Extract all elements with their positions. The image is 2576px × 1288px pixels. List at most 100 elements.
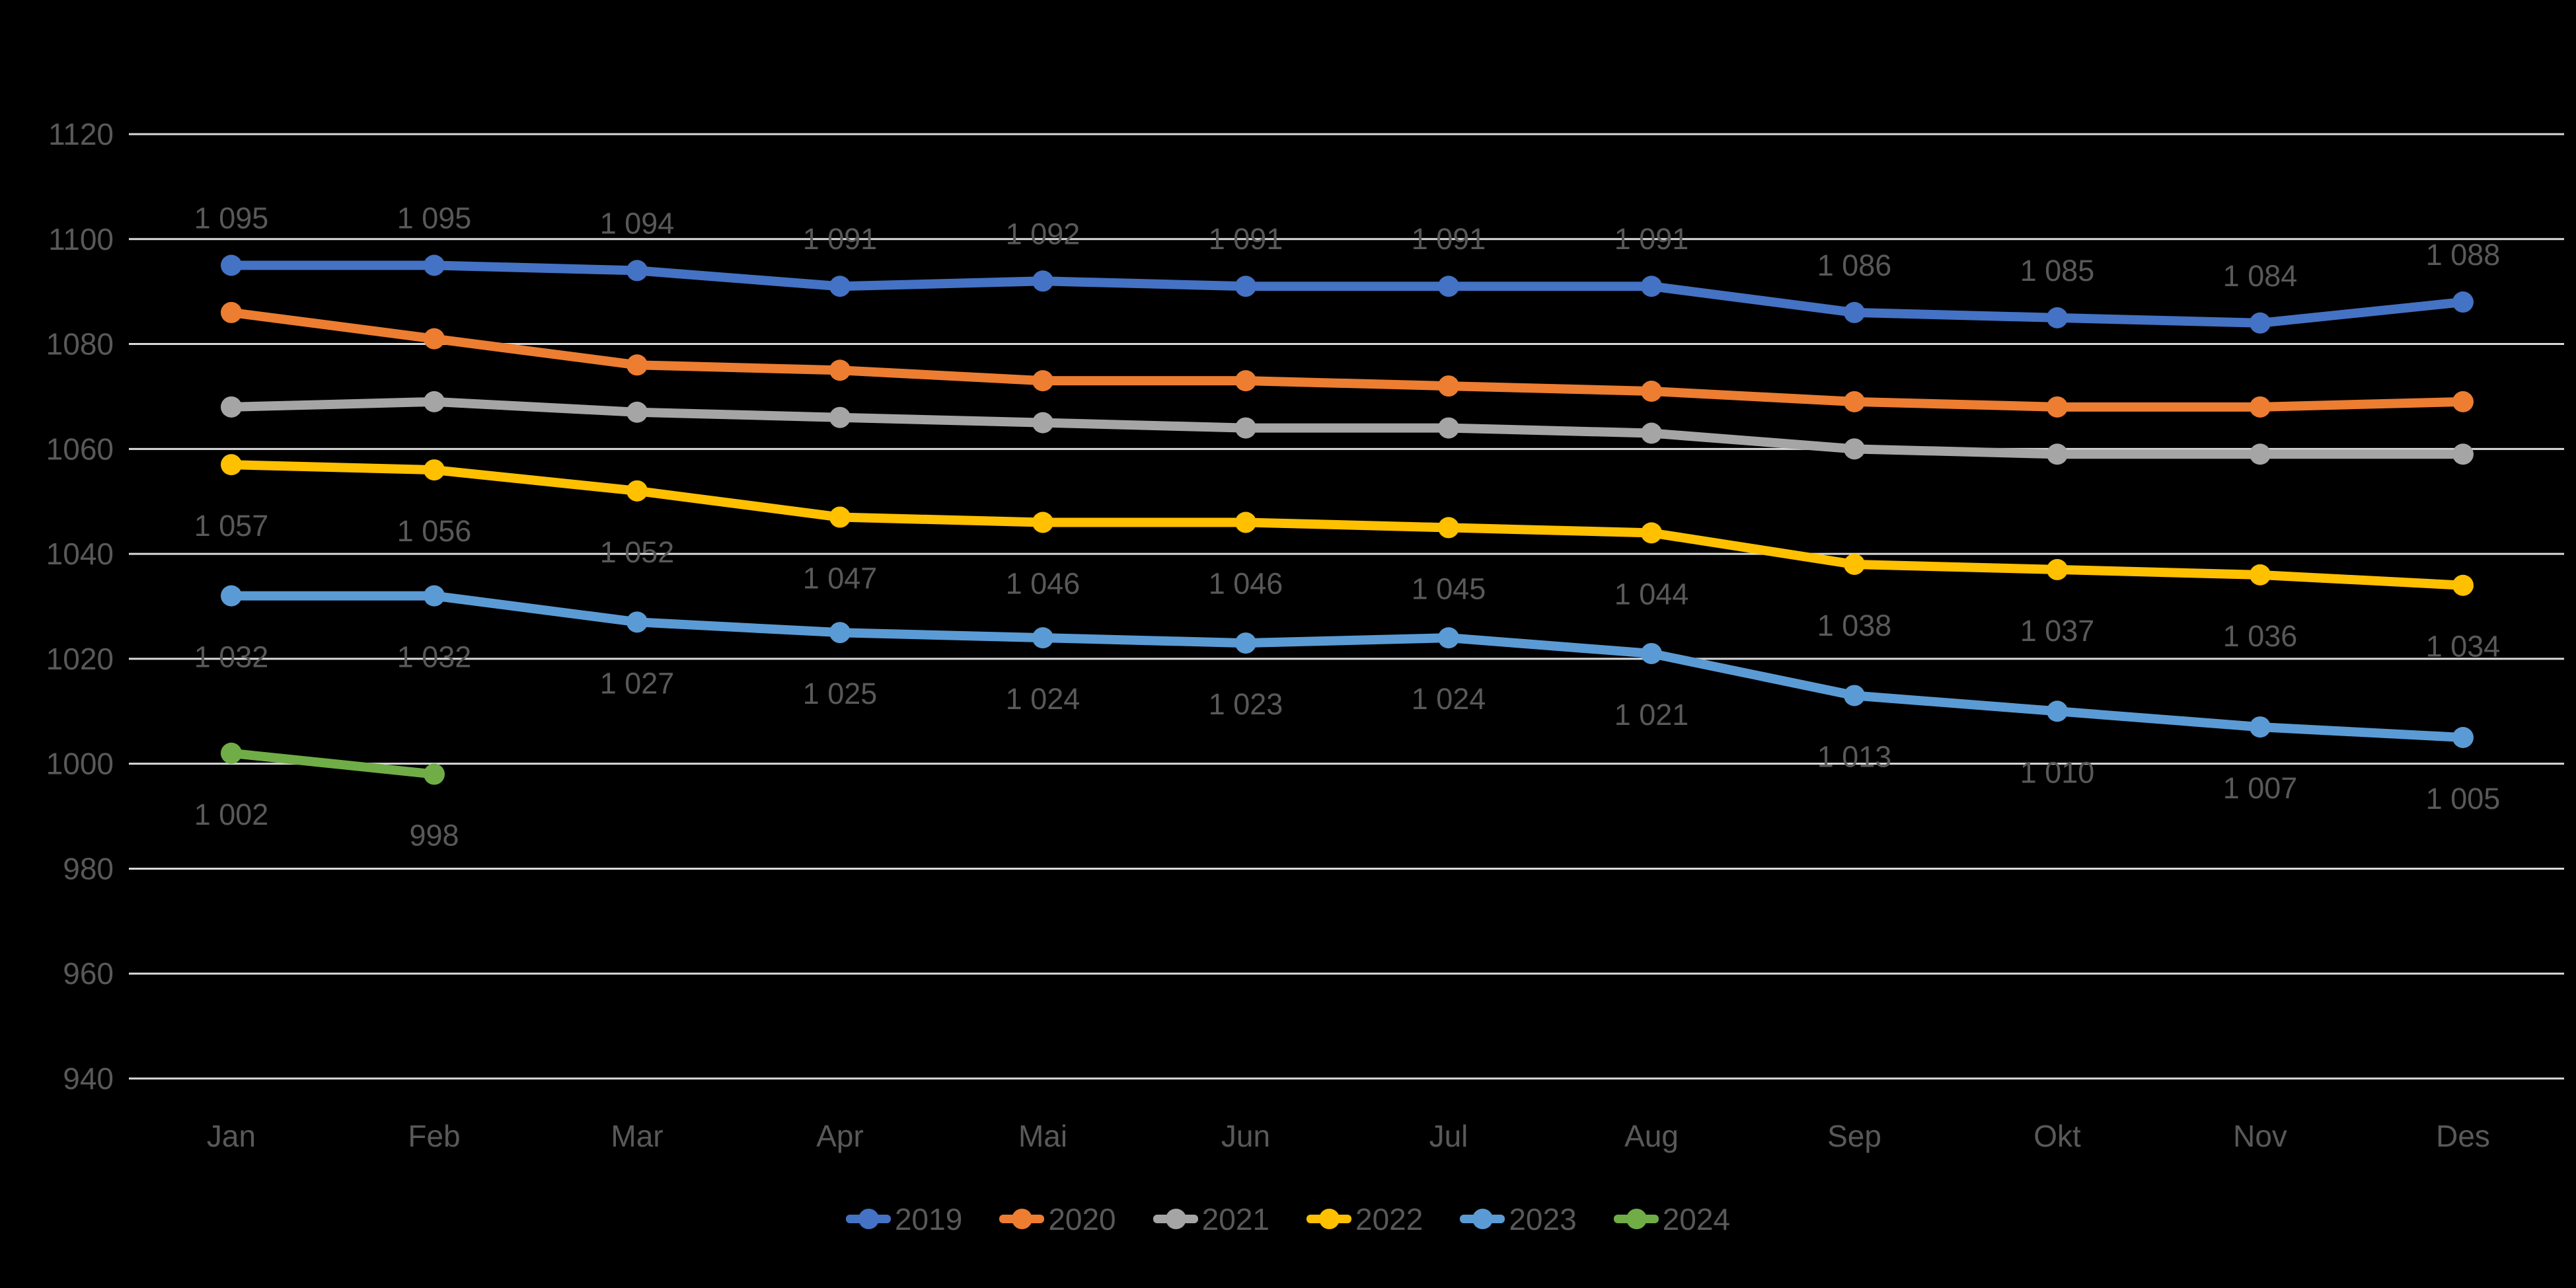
y-tick-label: 1000 — [46, 747, 114, 781]
legend-item-2021: 2021 — [1153, 1204, 1269, 1234]
legend-marker-icon — [1307, 1208, 1351, 1231]
data-point-2022 — [1235, 511, 1256, 533]
data-point-2019 — [626, 260, 648, 282]
legend-marker-icon — [1613, 1208, 1659, 1231]
legend-dot — [1319, 1209, 1340, 1229]
legend-label: 2020 — [1048, 1202, 1116, 1236]
data-label-2024: 1 002 — [194, 798, 269, 831]
series-line-2021 — [227, 397, 2468, 459]
data-point-2022 — [1438, 517, 1459, 539]
data-point-2020 — [1032, 370, 1053, 392]
data-label-2022: 1 037 — [2020, 614, 2095, 648]
data-label-2019: 1 091 — [1412, 222, 1486, 256]
data-point-2020 — [626, 354, 648, 376]
legend-label: 2022 — [1355, 1202, 1423, 1236]
y-tick-label: 940 — [63, 1061, 114, 1096]
data-point-2019 — [1032, 270, 1053, 292]
data-label-2019: 1 092 — [1006, 217, 1080, 250]
data-label-2019: 1 084 — [2223, 259, 2298, 293]
data-point-2022 — [2047, 558, 2068, 580]
series-line-2020 — [227, 307, 2468, 412]
data-label-2019: 1 095 — [397, 201, 472, 235]
legend-item-2024: 2024 — [1613, 1202, 1731, 1236]
y-tick-label: 1120 — [48, 117, 114, 151]
x-axis-label: Apr — [816, 1119, 864, 1153]
data-label-2019: 1 091 — [1209, 222, 1283, 256]
x-axis-label: Mar — [611, 1119, 663, 1153]
data-label-2019: 1 095 — [194, 201, 269, 235]
x-axis-label: Feb — [408, 1119, 460, 1153]
y-tick-label: 1100 — [48, 222, 114, 256]
legend-dot — [1472, 1209, 1494, 1229]
x-axis-label: Okt — [2033, 1119, 2081, 1153]
data-label-2019: 1 091 — [803, 222, 878, 256]
legend-label: 2021 — [1201, 1202, 1269, 1236]
data-point-2023 — [1032, 627, 1053, 649]
legend-item-2020: 2020 — [999, 1204, 1116, 1234]
data-point-2022 — [1032, 511, 1053, 533]
data-label-2022: 1 057 — [194, 509, 269, 543]
data-point-2019 — [424, 254, 445, 276]
data-point-2019 — [2452, 291, 2474, 313]
data-label-2022: 1 036 — [2223, 619, 2298, 653]
legend-item-2022: 2022 — [1307, 1204, 1423, 1234]
data-point-2021 — [221, 396, 242, 418]
data-point-2024 — [424, 763, 445, 785]
data-point-2022 — [829, 506, 851, 528]
data-label-2023: 1 023 — [1209, 687, 1283, 721]
legend-label: 2024 — [1662, 1202, 1731, 1236]
x-axis-label: Sep — [1827, 1119, 1881, 1153]
data-label-2023: 1 032 — [194, 640, 269, 674]
data-label-2023: 1 024 — [1006, 682, 1080, 716]
legend-dot — [1165, 1209, 1186, 1229]
x-axis-label: Jan — [207, 1119, 256, 1153]
data-point-2022 — [221, 454, 242, 476]
legend-marker-icon — [999, 1208, 1045, 1231]
data-label-2022: 1 046 — [1209, 566, 1283, 600]
data-point-2019 — [829, 276, 851, 297]
data-label-2023: 1 013 — [1817, 739, 1892, 773]
series-line-2019 — [227, 260, 2468, 328]
data-point-2023 — [1844, 685, 1865, 706]
y-tick-label: 960 — [63, 956, 114, 991]
data-point-2021 — [1438, 417, 1459, 439]
data-point-2020 — [1641, 381, 1662, 402]
legend: 2019 2020 2021 2022 2023 2024 — [0, 1204, 2576, 1234]
data-label-2022: 1 045 — [1412, 572, 1486, 605]
data-label-2024: 998 — [409, 819, 459, 852]
x-axis-label: Jun — [1221, 1119, 1270, 1153]
data-label-2023: 1 027 — [600, 666, 675, 700]
x-axis-label: Des — [2436, 1119, 2490, 1153]
data-point-2021 — [1235, 417, 1256, 439]
legend-dot — [1626, 1209, 1647, 1229]
legend-marker-icon — [845, 1208, 891, 1231]
data-label-2022: 1 047 — [803, 562, 878, 595]
data-point-2022 — [424, 459, 445, 481]
y-tick-label: 1040 — [46, 537, 114, 571]
data-label-2019: 1 094 — [600, 206, 675, 240]
data-point-2021 — [1844, 438, 1865, 460]
data-label-2019: 1 088 — [2426, 238, 2501, 272]
data-point-2020 — [1438, 375, 1459, 397]
data-point-2023 — [626, 611, 648, 633]
data-point-2019 — [2047, 307, 2068, 328]
series-line-2022 — [227, 460, 2468, 590]
data-point-2023 — [829, 622, 851, 644]
series-line-2023 — [227, 591, 2468, 742]
y-tick-label: 1060 — [46, 432, 114, 466]
data-point-2022 — [1641, 522, 1662, 544]
data-point-2021 — [2047, 443, 2068, 465]
data-point-2020 — [424, 328, 445, 350]
data-label-2019: 1 085 — [2020, 254, 2095, 287]
data-point-2023 — [2250, 716, 2271, 738]
data-point-2022 — [1844, 553, 1865, 575]
data-point-2022 — [2452, 574, 2474, 596]
data-point-2020 — [2047, 396, 2068, 418]
data-label-2023: 1 007 — [2223, 771, 2298, 805]
data-point-2024 — [221, 742, 242, 764]
data-point-2020 — [2452, 391, 2474, 412]
data-label-2023: 1 025 — [803, 677, 878, 710]
data-point-2019 — [2250, 312, 2271, 334]
